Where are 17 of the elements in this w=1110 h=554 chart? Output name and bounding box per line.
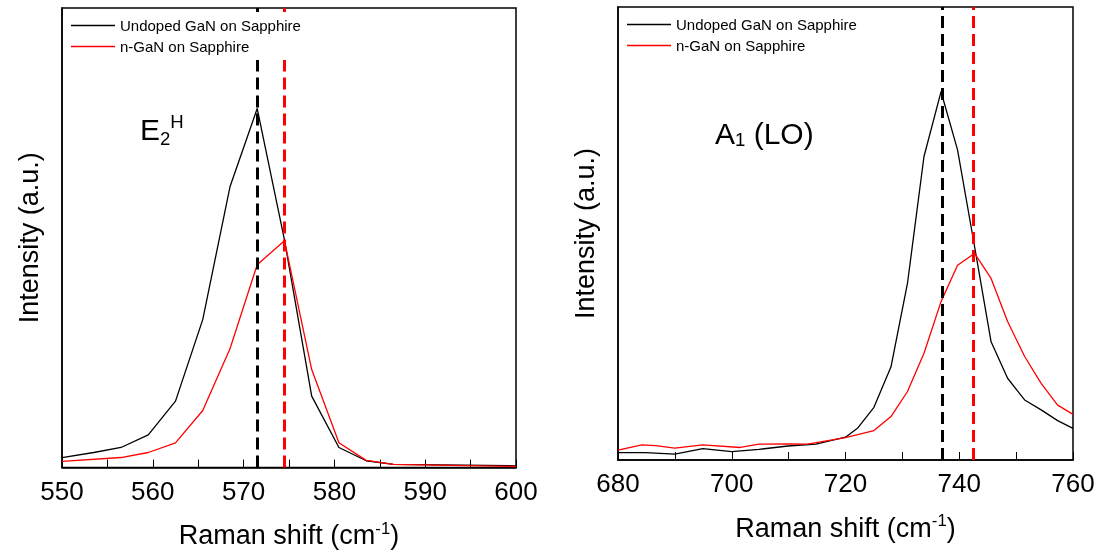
legend-label: Undoped GaN on Sapphire <box>676 16 857 33</box>
x-tick-label: 560 <box>131 475 175 506</box>
y-axis-title: Intensity (a.u.) <box>13 152 44 324</box>
x-tick-label: 700 <box>710 468 754 498</box>
x-tick-label: 580 <box>312 475 357 506</box>
legend-label: n-GaN on Sapphire <box>120 38 250 55</box>
x-tick-label: 760 <box>1051 468 1095 498</box>
y-axis-title: Intensity (a.u.) <box>569 147 600 320</box>
x-tick-label: 570 <box>221 475 266 506</box>
x-tick-label: 720 <box>823 468 868 498</box>
x-tick-label: 740 <box>937 468 981 498</box>
x-tick-label: 680 <box>596 468 640 498</box>
legend-label: n-GaN on Sapphire <box>676 37 806 54</box>
legend-label: Undoped GaN on Sapphire <box>120 17 301 34</box>
x-tick-label: 600 <box>494 475 538 506</box>
x-tick-label: 590 <box>403 475 447 506</box>
x-tick-label: 550 <box>40 475 84 506</box>
